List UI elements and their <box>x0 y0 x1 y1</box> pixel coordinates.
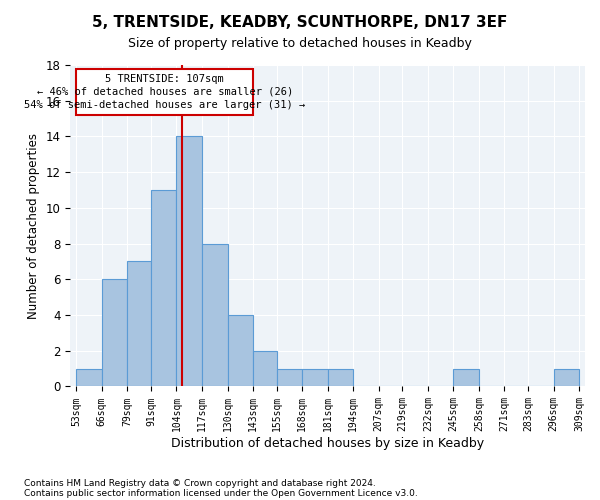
Bar <box>76 368 102 386</box>
Bar <box>454 368 479 386</box>
Text: 5, TRENTSIDE, KEADBY, SCUNTHORPE, DN17 3EF: 5, TRENTSIDE, KEADBY, SCUNTHORPE, DN17 3… <box>92 15 508 30</box>
Bar <box>253 351 277 386</box>
Text: Contains HM Land Registry data © Crown copyright and database right 2024.: Contains HM Land Registry data © Crown c… <box>24 478 376 488</box>
Text: 54% of semi-detached houses are larger (31) →: 54% of semi-detached houses are larger (… <box>24 100 305 110</box>
Bar <box>328 368 353 386</box>
Bar <box>202 244 227 386</box>
Text: ← 46% of detached houses are smaller (26): ← 46% of detached houses are smaller (26… <box>37 86 293 97</box>
X-axis label: Distribution of detached houses by size in Keadby: Distribution of detached houses by size … <box>171 437 484 450</box>
Text: 5 TRENTSIDE: 107sqm: 5 TRENTSIDE: 107sqm <box>106 74 224 84</box>
Bar <box>127 262 151 386</box>
Y-axis label: Number of detached properties: Number of detached properties <box>27 132 40 318</box>
Bar <box>277 368 302 386</box>
Text: Size of property relative to detached houses in Keadby: Size of property relative to detached ho… <box>128 38 472 51</box>
Bar <box>227 315 253 386</box>
Text: Contains public sector information licensed under the Open Government Licence v3: Contains public sector information licen… <box>24 488 418 498</box>
Bar <box>76 68 253 115</box>
Bar <box>302 368 328 386</box>
Bar <box>102 280 127 386</box>
Bar <box>151 190 176 386</box>
Bar <box>176 136 202 386</box>
Bar <box>554 368 579 386</box>
